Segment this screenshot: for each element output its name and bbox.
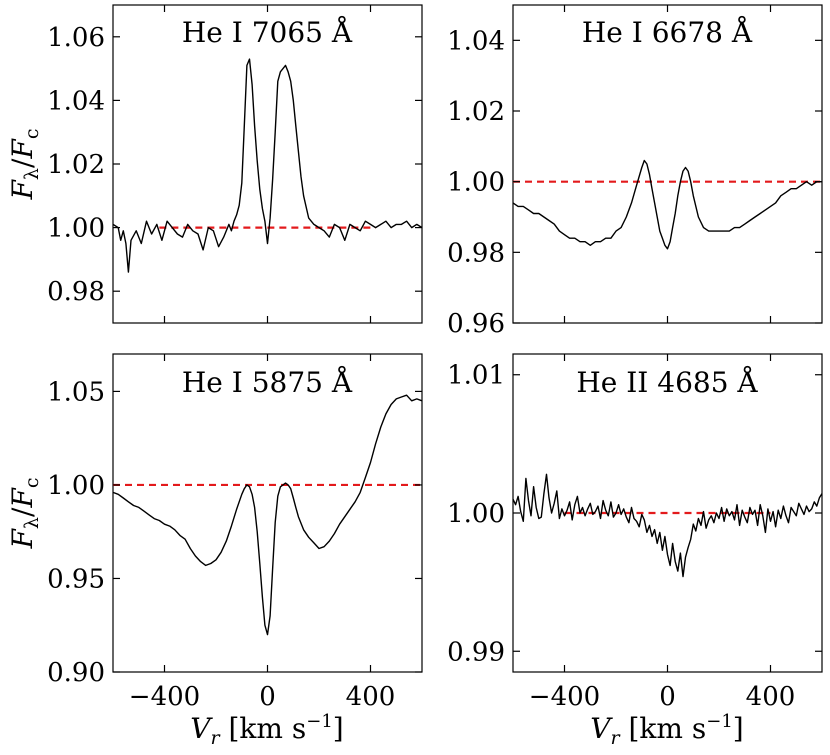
x-tick-label: −400 xyxy=(529,682,600,712)
x-tick-label: 0 xyxy=(259,682,276,712)
panel-title: He II 4685 Å xyxy=(576,366,758,399)
y-tick-label: 1.06 xyxy=(47,23,105,53)
spectrum-line xyxy=(512,473,823,578)
panel-he-ii-4685: He II 4685 Å 0.99 1.00 1.01 −400 0 400 xyxy=(447,353,823,712)
panel-frame xyxy=(112,353,423,673)
x-axis-label-right: Vr [km s−1] xyxy=(590,711,743,749)
y-tick-label: 1.02 xyxy=(447,97,505,127)
y-tick-label: 0.96 xyxy=(447,309,505,339)
y-tick-label: 1.04 xyxy=(47,86,105,116)
y-axis-label-top: Fλ/Fc xyxy=(6,128,43,200)
x-tick-label: −400 xyxy=(129,682,200,712)
panel-frame xyxy=(512,4,823,324)
y-tick-label: 1.00 xyxy=(447,499,505,529)
x-tick-label: 400 xyxy=(346,682,396,712)
y-tick-label: 1.00 xyxy=(47,471,105,501)
spectrum-line xyxy=(112,394,423,636)
panel-title: He I 6678 Å xyxy=(582,16,753,49)
panel-he-i-5875: He I 5875 Å 0.90 0.95 1.00 1.05 −400 0 400 xyxy=(47,353,423,712)
panel-he-i-6678: He I 6678 Å 0.96 0.98 1.00 1.02 1.04 xyxy=(447,4,823,339)
y-axis-label-bottom: Fλ/Fc xyxy=(6,477,43,549)
spectrum-line xyxy=(112,58,423,273)
panel-frame xyxy=(112,4,423,324)
y-tick-label: 1.01 xyxy=(447,361,505,391)
x-tick-label: 400 xyxy=(746,682,796,712)
panel-he-i-7065: He I 7065 Å 0.98 1.00 1.02 1.04 1.06 xyxy=(47,4,423,324)
y-tick-label: 1.00 xyxy=(47,214,105,244)
x-tick-label: 0 xyxy=(659,682,676,712)
y-tick-label: 1.00 xyxy=(447,168,505,198)
panel-title: He I 7065 Å xyxy=(182,16,353,49)
spectrum-line xyxy=(512,159,822,250)
y-tick-label: 0.95 xyxy=(47,564,105,594)
y-tick-label: 0.90 xyxy=(47,658,105,688)
y-tick-label: 1.04 xyxy=(447,26,505,56)
panel-title: He I 5875 Å xyxy=(182,366,353,399)
y-tick-label: 1.05 xyxy=(47,377,105,407)
y-tick-label: 0.99 xyxy=(447,637,505,667)
x-axis-label-left: Vr [km s−1] xyxy=(190,711,343,749)
y-tick-label: 0.98 xyxy=(47,277,105,307)
y-tick-label: 1.02 xyxy=(47,150,105,180)
y-tick-label: 0.98 xyxy=(447,238,505,268)
